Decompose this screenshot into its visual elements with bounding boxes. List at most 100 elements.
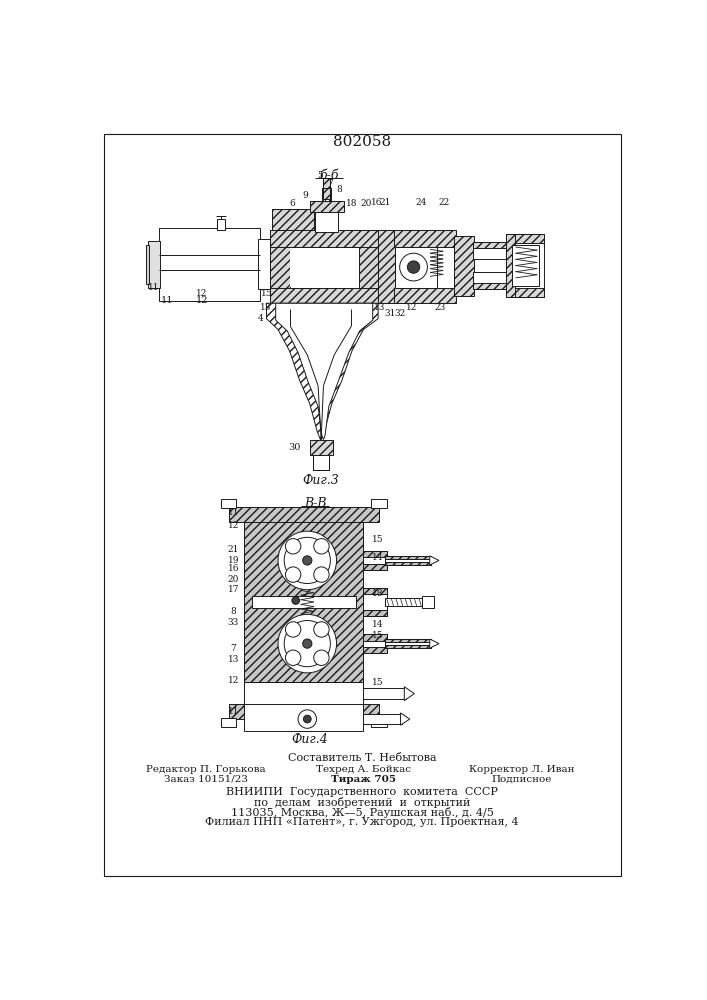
Text: 12: 12: [228, 521, 239, 530]
Bar: [385, 562, 431, 565]
Text: 13: 13: [228, 654, 239, 664]
Text: 12: 12: [196, 296, 208, 305]
Text: 14: 14: [372, 620, 383, 629]
Bar: [506, 234, 515, 297]
Bar: [363, 551, 387, 570]
Bar: [315, 212, 338, 232]
Text: ВНИИПИ  Государственного  комитета  СССР: ВНИИПИ Государственного комитета СССР: [226, 787, 498, 797]
Text: 4: 4: [258, 314, 264, 323]
Text: Филиал ПНП «Патент», г. Ужгород, ул. Проектная, 4: Филиал ПНП «Патент», г. Ужгород, ул. Про…: [205, 817, 519, 827]
Circle shape: [303, 639, 312, 648]
Bar: [363, 551, 387, 557]
Text: 21: 21: [380, 198, 391, 207]
Text: 18: 18: [372, 589, 383, 598]
Bar: [385, 556, 431, 565]
Bar: [363, 564, 387, 570]
Bar: [146, 245, 149, 284]
Text: В-В: В-В: [304, 497, 326, 510]
Text: 30: 30: [288, 443, 300, 452]
Bar: [455, 235, 474, 296]
Bar: [363, 588, 387, 594]
Text: 19: 19: [228, 556, 239, 565]
Text: Техред А. Бойкас: Техред А. Бойкас: [316, 765, 411, 774]
Bar: [313, 455, 329, 470]
Bar: [363, 688, 406, 699]
Bar: [221, 499, 236, 508]
Bar: [322, 188, 331, 230]
Bar: [363, 714, 402, 724]
Bar: [506, 288, 544, 297]
Circle shape: [286, 567, 300, 582]
Circle shape: [303, 556, 312, 565]
Text: 15: 15: [372, 678, 383, 687]
Bar: [385, 598, 423, 606]
Text: 21: 21: [228, 545, 239, 554]
Bar: [221, 718, 236, 727]
Circle shape: [314, 650, 329, 665]
Text: 12: 12: [228, 676, 239, 685]
Bar: [422, 596, 433, 608]
Bar: [363, 647, 387, 653]
Bar: [290, 247, 359, 288]
Bar: [363, 634, 387, 641]
Circle shape: [284, 620, 330, 667]
Text: 11: 11: [228, 508, 239, 517]
Text: 7: 7: [230, 644, 236, 653]
Bar: [371, 499, 387, 508]
Text: 32: 32: [395, 309, 406, 318]
Bar: [229, 507, 379, 522]
Text: 20: 20: [228, 575, 239, 584]
Text: 17: 17: [228, 585, 239, 594]
Text: Составитель Т. Небытова: Составитель Т. Небытова: [288, 753, 436, 763]
Bar: [291, 248, 358, 287]
Text: 12: 12: [407, 303, 418, 312]
Polygon shape: [430, 639, 439, 648]
Text: 11: 11: [161, 296, 173, 305]
Text: 8: 8: [230, 607, 236, 616]
Bar: [310, 440, 333, 455]
Bar: [385, 639, 431, 642]
Circle shape: [298, 710, 317, 728]
Bar: [148, 241, 160, 288]
Bar: [359, 230, 378, 303]
Bar: [322, 215, 331, 230]
Circle shape: [284, 537, 330, 584]
Bar: [272, 209, 314, 232]
Text: 24: 24: [416, 198, 427, 207]
Bar: [473, 242, 508, 248]
Text: 18: 18: [346, 199, 358, 208]
Bar: [363, 634, 387, 653]
Text: 16: 16: [371, 198, 382, 207]
Text: 113035, Москва, Ж—5, Раушская наб., д. 4/5: 113035, Москва, Ж—5, Раушская наб., д. 4…: [230, 807, 493, 818]
Bar: [363, 610, 387, 616]
Circle shape: [314, 622, 329, 637]
Bar: [324, 178, 329, 192]
Polygon shape: [430, 556, 439, 565]
Text: 5: 5: [317, 171, 323, 180]
Bar: [395, 247, 438, 288]
Text: 6: 6: [290, 199, 296, 208]
Polygon shape: [276, 303, 373, 440]
Bar: [512, 245, 539, 286]
Bar: [378, 230, 395, 303]
Bar: [252, 596, 356, 608]
Polygon shape: [267, 303, 378, 440]
Text: 31: 31: [385, 309, 396, 318]
Bar: [270, 288, 378, 303]
Bar: [363, 588, 387, 616]
Bar: [506, 234, 544, 243]
Text: 11: 11: [228, 707, 239, 716]
Bar: [395, 230, 456, 247]
Text: Тираж 705: Тираж 705: [331, 775, 396, 784]
Bar: [473, 283, 508, 289]
Text: 16: 16: [228, 564, 239, 573]
Circle shape: [399, 253, 428, 281]
Text: 7: 7: [327, 179, 333, 188]
Text: 15: 15: [372, 631, 383, 640]
Bar: [258, 239, 272, 289]
Text: Заказ 10151/23: Заказ 10151/23: [163, 775, 247, 784]
Bar: [270, 230, 290, 303]
Text: 14: 14: [372, 553, 383, 562]
Bar: [324, 188, 329, 199]
Text: 23: 23: [435, 303, 446, 312]
